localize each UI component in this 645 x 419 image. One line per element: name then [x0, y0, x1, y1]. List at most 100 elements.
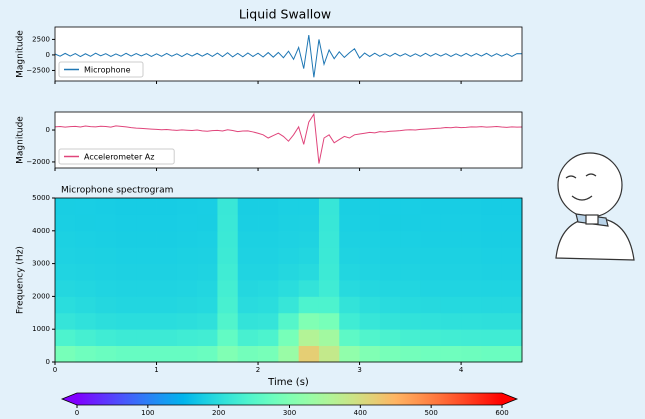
heatmap-cell: [95, 296, 117, 314]
heatmap-cell: [217, 296, 239, 314]
heatmap-cell: [75, 329, 97, 346]
y-axis-label: Magnitude: [16, 30, 26, 78]
heatmap-cell: [379, 230, 401, 248]
plot-content: [54, 34, 523, 78]
heatmap-cell: [75, 312, 97, 330]
heatmap-cell: [461, 296, 482, 314]
heatmap-cell: [481, 345, 503, 363]
heatmap-cell: [400, 263, 421, 281]
heatmap-cell: [95, 280, 117, 297]
axes-frame: [54, 197, 523, 363]
heatmap-cell: [298, 247, 320, 264]
heatmap-cell: [55, 230, 76, 248]
spectrogram-title: Microphone spectrogram: [61, 186, 173, 196]
heatmap-cell: [359, 263, 381, 281]
heatmap-cell: [379, 280, 401, 297]
heatmap-cell: [197, 296, 218, 314]
heatmap-cell: [278, 247, 300, 264]
heatmap-cell: [440, 345, 462, 363]
heatmap-cell: [258, 296, 279, 314]
heatmap-cell: [115, 329, 137, 346]
y-tick-label: 3000: [32, 260, 50, 268]
y-axis-label: Frequency (Hz): [16, 246, 26, 314]
y-tick-label: 4000: [32, 227, 50, 235]
heatmap-cell: [176, 312, 198, 330]
heatmap-cell: [420, 312, 442, 330]
heatmap-cell: [197, 280, 218, 297]
heatmap-cell: [481, 280, 503, 297]
heatmap-cell: [501, 312, 523, 330]
heatmap-cell: [461, 214, 482, 232]
heatmap-cell: [156, 329, 178, 346]
heatmap-cell: [197, 198, 218, 215]
heatmap-cell: [400, 198, 421, 215]
heatmap-cell: [461, 329, 482, 346]
heatmap-cell: [217, 263, 239, 281]
heatmap-cell: [379, 345, 401, 363]
heatmap-cell: [55, 296, 76, 314]
heatmap-cell: [258, 312, 279, 330]
heatmap-cell: [420, 296, 442, 314]
heatmap-cell: [379, 329, 401, 346]
heatmap-cell: [217, 345, 239, 363]
heatmap-cell: [217, 214, 239, 232]
heatmap-cell: [298, 263, 320, 281]
heatmap-cell: [176, 247, 198, 264]
colorbar-tick-label: 400: [354, 409, 367, 417]
heatmap-cell: [55, 198, 76, 215]
x-tick-label: 4: [459, 366, 464, 374]
colorbar-tick-label: 500: [424, 409, 437, 417]
heatmap-cell: [237, 312, 259, 330]
heatmap-cell: [359, 345, 381, 363]
heatmap-cell: [339, 198, 360, 215]
heatmap-cell: [75, 345, 97, 363]
plot-content: [54, 112, 523, 164]
heatmap-cell: [258, 345, 279, 363]
heatmap-cell: [217, 230, 239, 248]
heatmap-cell: [440, 198, 462, 215]
heatmap-cell: [400, 329, 421, 346]
heatmap-cell: [258, 263, 279, 281]
heatmap-cell: [278, 198, 300, 215]
heatmap-cell: [278, 263, 300, 281]
heatmap-cell: [156, 198, 178, 215]
legend: Accelerometer Az: [58, 148, 175, 165]
heatmap-cell: [339, 296, 360, 314]
heatmap-cell: [440, 312, 462, 330]
heatmap-cell: [461, 345, 482, 363]
heatmap-cell: [339, 230, 360, 248]
heatmap-cell: [278, 214, 300, 232]
heatmap-cell: [339, 280, 360, 297]
heatmap-cell: [278, 329, 300, 346]
heatmap-cell: [440, 247, 462, 264]
heatmap-cell: [156, 312, 178, 330]
heatmap-cell: [115, 345, 137, 363]
y-tick-label: 0: [46, 358, 50, 366]
heatmap-cell: [217, 198, 239, 215]
heatmap-cell: [115, 280, 137, 297]
heatmap-cell: [55, 329, 76, 346]
colorbar-extend-high: [502, 393, 517, 405]
heatmap-cell: [95, 312, 117, 330]
y-tick-label: −2500: [26, 66, 50, 74]
heatmap-cell: [115, 263, 137, 281]
legend-box: [58, 61, 144, 78]
heatmap-cell: [136, 296, 157, 314]
heatmap-cell: [217, 329, 239, 346]
plot-content: [55, 198, 523, 363]
heatmap-cell: [75, 214, 97, 232]
x-tick-label: 0: [53, 366, 57, 374]
heatmap-cell: [298, 312, 320, 330]
heatmap-cell: [400, 312, 421, 330]
heatmap-cell: [298, 280, 320, 297]
heatmap-cell: [136, 312, 157, 330]
heatmap-cell: [440, 329, 462, 346]
heatmap-cell: [298, 214, 320, 232]
heatmap-cell: [278, 296, 300, 314]
heatmap-cell: [339, 214, 360, 232]
heatmap-cell: [237, 280, 259, 297]
axes-frame: [54, 26, 523, 82]
heatmap-cell: [115, 230, 137, 248]
heatmap-cell: [501, 329, 523, 346]
